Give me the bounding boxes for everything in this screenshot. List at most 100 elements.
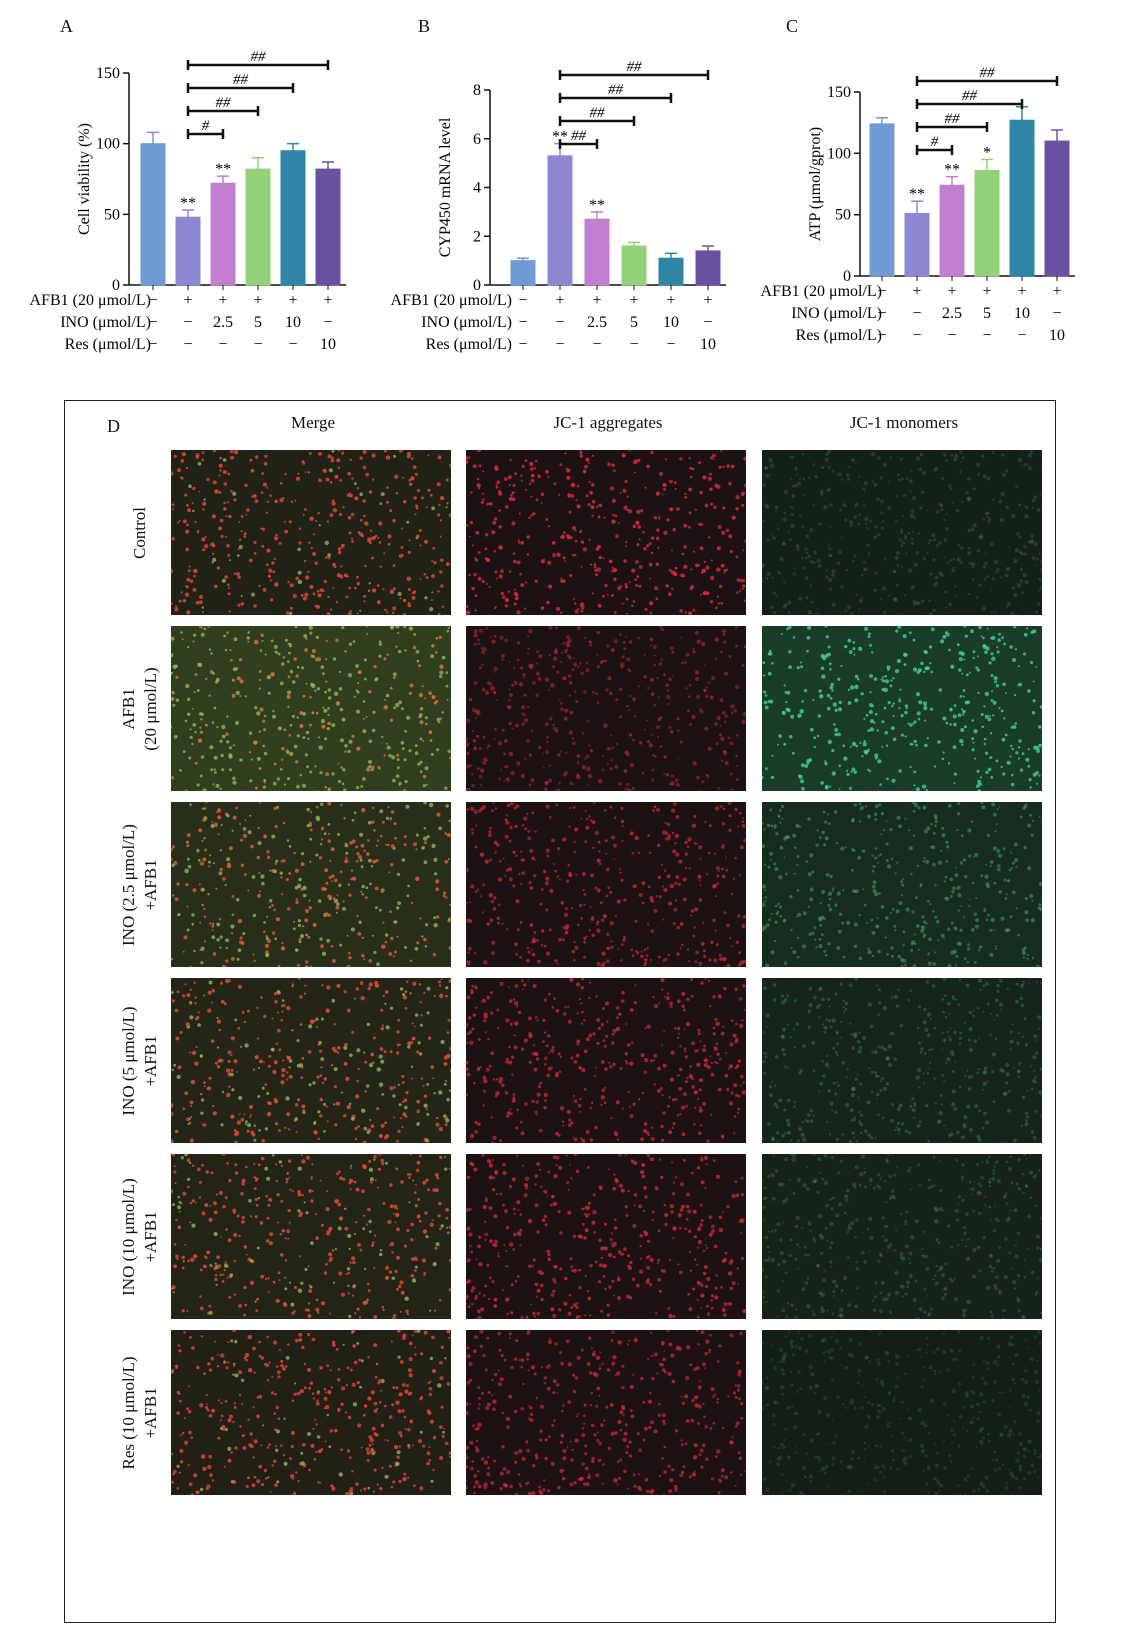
condition-value: − [148, 292, 157, 309]
condition-value: + [703, 292, 712, 309]
y-tick-label: 50 [835, 207, 851, 224]
micrograph-row-label: INO (2.5 μmol/L) +AFB1 [118, 800, 162, 970]
cell-fluorescence-dots [466, 802, 746, 967]
bar [1009, 119, 1035, 277]
cell-fluorescence-dots [762, 626, 1042, 791]
bracket-label: ## [980, 65, 996, 81]
cell-fluorescence-dots [171, 1330, 451, 1495]
bracket-label: ## [608, 82, 624, 98]
merge-micrograph [171, 626, 451, 791]
jc1-aggregates-micrograph [466, 450, 746, 615]
bar [939, 184, 965, 277]
micrograph-row-label-line: +AFB1 [141, 858, 160, 911]
jc1-monomers-micrograph [762, 802, 1042, 967]
condition-value: − [912, 305, 921, 322]
column-header-jc1-aggregates: JC-1 aggregates [553, 413, 663, 432]
cell-fluorescence-dots [171, 978, 451, 1143]
condition-value: − [518, 292, 527, 309]
bracket-label: ## [945, 111, 961, 127]
bracket-label: ## [251, 49, 267, 65]
cell-fluorescence-dots [762, 978, 1042, 1143]
condition-value: + [629, 292, 638, 309]
cell-fluorescence-dots [466, 626, 746, 791]
merge-micrograph [171, 978, 451, 1143]
condition-value: − [518, 314, 527, 331]
condition-value: 2.5 [942, 305, 962, 322]
cell-fluorescence-dots [466, 978, 746, 1143]
jc1-monomers-micrograph [762, 978, 1042, 1143]
condition-value: 5 [630, 314, 638, 331]
micrograph-row-label: INO (5 μmol/L) +AFB1 [118, 976, 162, 1146]
micrograph-row-label-line: INO (10 μmol/L) [119, 1177, 138, 1296]
condition-value: + [218, 292, 227, 309]
bracket-label: # [931, 134, 939, 150]
bar [315, 168, 341, 286]
bar [869, 123, 895, 277]
panel-letter-b: B [418, 16, 431, 36]
cell-fluorescence-dots [762, 450, 1042, 615]
cell-fluorescence-dots [466, 450, 746, 615]
bar [175, 216, 201, 286]
cell-fluorescence-dots [762, 802, 1042, 967]
y-axis-label: ATP (μmol/gprot) [807, 127, 824, 241]
condition-label: AFB1 (20 μmol/L) [391, 292, 512, 309]
condition-value: 2.5 [587, 314, 607, 331]
y-tick-label: 0 [843, 268, 851, 285]
y-tick-label: 150 [96, 65, 120, 82]
y-tick-label: 150 [827, 84, 851, 101]
cell-fluorescence-dots [171, 802, 451, 967]
bar [547, 155, 573, 286]
significance-marker: ** [552, 129, 568, 146]
significance-marker: ** [909, 186, 925, 203]
significance-marker: ** [944, 162, 960, 179]
y-tick-label: 100 [96, 136, 120, 153]
y-tick-label: 8 [473, 82, 481, 99]
y-tick-label: 100 [827, 145, 851, 162]
condition-value: − [518, 336, 527, 353]
jc1-aggregates-micrograph [466, 1154, 746, 1319]
merge-micrograph [171, 1154, 451, 1319]
condition-label: Res (μmol/L) [426, 336, 512, 353]
condition-value: 10 [285, 314, 301, 331]
condition-value: − [1052, 305, 1061, 322]
bar [695, 250, 721, 286]
panel-letter-a: A [60, 16, 73, 36]
condition-value: − [555, 314, 564, 331]
condition-value: − [947, 327, 956, 344]
condition-value: − [288, 336, 297, 353]
merge-micrograph [171, 1330, 451, 1495]
significance-marker: ** [589, 197, 605, 214]
jc1-aggregates-micrograph [466, 626, 746, 791]
bar [1044, 140, 1070, 277]
condition-label: Res (μmol/L) [796, 327, 882, 344]
bar [210, 182, 236, 286]
micrograph-row-label: INO (10 μmol/L) +AFB1 [118, 1152, 162, 1322]
condition-value: − [218, 336, 227, 353]
condition-value: − [877, 327, 886, 344]
bracket-label: ## [627, 59, 643, 75]
condition-value: − [982, 327, 991, 344]
bracket-label: ## [216, 95, 232, 111]
condition-value: − [592, 336, 601, 353]
condition-value: − [323, 314, 332, 331]
condition-value: − [148, 314, 157, 331]
column-header-merge: Merge [290, 413, 336, 432]
bracket-label: ## [571, 128, 587, 144]
jc1-aggregates-micrograph [466, 1330, 746, 1495]
condition-value: + [947, 283, 956, 300]
jc1-monomers-micrograph [762, 1330, 1042, 1495]
significance-marker: ** [180, 195, 196, 212]
condition-value: − [148, 336, 157, 353]
condition-value: − [703, 314, 712, 331]
y-tick-label: 0 [112, 277, 120, 294]
cell-fluorescence-dots [466, 1330, 746, 1495]
condition-value: − [1017, 327, 1026, 344]
y-tick-label: 4 [473, 180, 481, 197]
condition-value: 10 [1014, 305, 1030, 322]
micrograph-row-label-line: (20 μmol/L) [141, 666, 160, 751]
bracket-label: # [202, 118, 210, 134]
micrograph-row-label: Res (10 μmol/L) +AFB1 [118, 1328, 162, 1498]
cell-fluorescence-dots [466, 1154, 746, 1319]
micrograph-row-label-line: Control [130, 506, 149, 559]
